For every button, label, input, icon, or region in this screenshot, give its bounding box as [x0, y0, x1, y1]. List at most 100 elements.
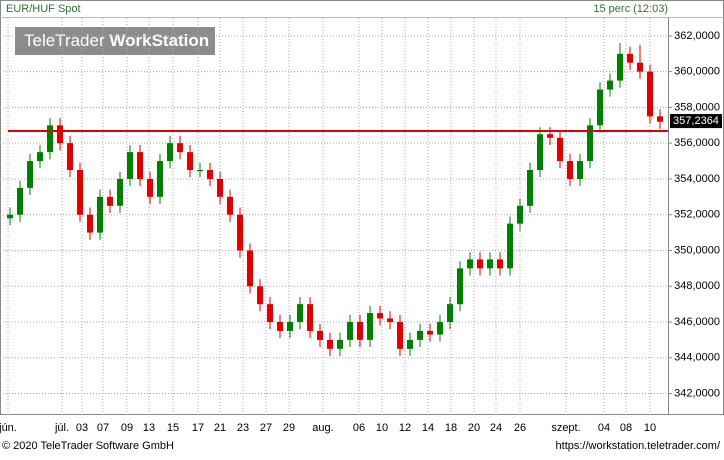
candle-body	[297, 304, 303, 323]
candle-body	[107, 196, 113, 206]
candle-body	[627, 53, 633, 63]
x-tick-label: 08	[620, 422, 632, 434]
candle-body	[157, 161, 163, 197]
footer-left: © 2020 TeleTrader Software GmbH	[2, 440, 174, 452]
candle-body	[307, 304, 313, 331]
candle-body	[357, 322, 363, 340]
y-tick-label: 344,0000	[674, 352, 720, 364]
candle-body	[207, 170, 213, 179]
candle-body	[417, 330, 423, 340]
candle-body	[67, 143, 73, 171]
x-tick-label: 27	[260, 422, 272, 434]
candle-body	[147, 178, 153, 197]
candle-body	[397, 322, 403, 349]
candle-body	[387, 318, 393, 323]
candle-body	[587, 125, 593, 162]
candle-body	[497, 259, 503, 269]
x-tick-label: 07	[97, 422, 109, 434]
candle-body	[117, 178, 123, 206]
candle-body	[167, 143, 173, 162]
watermark-text: WorkStation	[109, 31, 209, 50]
x-tick-label: 26	[514, 422, 526, 434]
x-tick-label: 03	[76, 422, 88, 434]
x-tick-label: aug.	[312, 422, 333, 434]
candle-body	[657, 116, 663, 122]
x-tick-label: 04	[598, 422, 610, 434]
candle-body	[537, 134, 543, 171]
candle-body	[367, 313, 373, 340]
y-tick-label: 358,0000	[674, 101, 720, 113]
candle-body	[197, 170, 203, 172]
y-tick-label: 352,0000	[674, 209, 720, 221]
x-tick-label: szept.	[551, 422, 580, 434]
candle-body	[517, 205, 523, 224]
candle-body	[647, 71, 653, 117]
x-tick-label: 06	[353, 422, 365, 434]
x-tick-label: 21	[214, 422, 226, 434]
y-tick-label: 360,0000	[674, 66, 720, 78]
candle-body	[527, 170, 533, 206]
watermark-box	[15, 27, 215, 55]
candle-body	[487, 259, 493, 269]
candle-body	[77, 170, 83, 215]
candle-body	[37, 152, 43, 162]
candle-body	[437, 322, 443, 335]
candle-body	[407, 339, 413, 349]
candle-body	[347, 322, 353, 340]
candle-body	[637, 62, 643, 72]
chart-title: EUR/HUF Spot	[6, 3, 81, 15]
candle-body	[457, 268, 463, 305]
y-tick-label: 354,0000	[674, 173, 720, 185]
candle-body	[257, 286, 263, 305]
candle-body	[287, 322, 293, 331]
x-tick-label: 29	[283, 422, 295, 434]
candle-body	[27, 161, 33, 188]
candle-body	[237, 214, 243, 251]
x-tick-label: 15	[167, 422, 179, 434]
candle-body	[127, 152, 133, 179]
watermark: TeleTrader WorkStation	[24, 31, 209, 50]
candle-body	[327, 339, 333, 349]
candle-body	[477, 259, 483, 269]
candle-body	[557, 137, 563, 162]
candle-body	[447, 304, 453, 323]
x-tick-label: 12	[399, 422, 411, 434]
candle-body	[467, 259, 473, 269]
x-tick-label: 09	[121, 422, 133, 434]
last-price-box	[670, 114, 722, 129]
candle-body	[507, 223, 513, 269]
candle-body	[7, 214, 13, 219]
x-tick-label: 17	[192, 422, 204, 434]
candle-body	[617, 53, 623, 81]
candle-body	[317, 330, 323, 340]
candle-body	[607, 80, 613, 90]
candle-body	[337, 339, 343, 349]
y-tick-label: 356,0000	[674, 137, 720, 149]
y-tick-label: 342,0000	[674, 387, 720, 399]
candle-body	[87, 214, 93, 233]
candle-body	[227, 196, 233, 215]
candle-body	[57, 125, 63, 144]
candle-body	[277, 322, 283, 331]
x-tick-label: 14	[422, 422, 434, 434]
candle-body	[267, 304, 273, 323]
footer-right: https://workstation.teletrader.com/	[556, 440, 721, 452]
x-tick-label: 24	[490, 422, 502, 434]
x-tick-label: 10	[644, 422, 656, 434]
x-tick-label: 13	[143, 422, 155, 434]
x-tick-label: 20	[468, 422, 480, 434]
candle-body	[427, 330, 433, 335]
chart-subtitle: 15 perc (12:03)	[593, 3, 668, 15]
candle-body	[217, 178, 223, 197]
y-tick-label: 346,0000	[674, 316, 720, 328]
candle-body	[247, 250, 253, 287]
y-tick-label: 350,0000	[674, 244, 720, 256]
y-tick-label: 362,0000	[674, 30, 720, 42]
candle-body	[97, 196, 103, 233]
x-tick-label: júl.	[54, 422, 69, 434]
candle-body	[47, 125, 53, 153]
last-price-label: 357,2364	[673, 115, 719, 127]
watermark-text: TeleTrader	[24, 31, 105, 50]
